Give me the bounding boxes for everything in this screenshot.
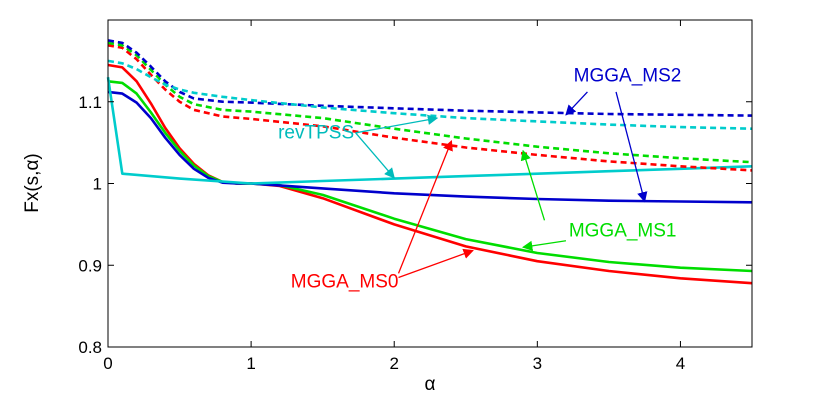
annotation-layer: MGGA_MS2 revTPSS MGGA_MS1 MGGA_MS0 bbox=[278, 65, 681, 292]
x-tick-label: 2 bbox=[389, 354, 398, 373]
annotation-arrow-mgga-ms2 bbox=[615, 91, 648, 203]
annotation-label-revtpss: revTPSS bbox=[278, 123, 354, 144]
annotation-arrow-revtpss bbox=[355, 132, 395, 179]
x-tick-label: 0 bbox=[103, 354, 112, 373]
annotation-arrow-mgga-ms0 bbox=[398, 248, 474, 279]
annotation-arrow-revtpss bbox=[355, 114, 439, 134]
y-tick-label: 1.1 bbox=[78, 93, 102, 112]
y-axis-title: Fx(s,α) bbox=[22, 153, 43, 213]
plot-area bbox=[108, 20, 752, 347]
annotation-arrow-mgga-ms1 bbox=[521, 240, 567, 251]
annotation-label-mgga-ms2: MGGA_MS2 bbox=[574, 65, 682, 86]
annotation-label-mgga-ms0: MGGA_MS0 bbox=[291, 271, 399, 292]
x-tick-label: 3 bbox=[533, 354, 542, 373]
annotation-arrow-mgga-ms2 bbox=[565, 91, 588, 116]
series-line-mgga-ms0-dashed bbox=[107, 44, 753, 172]
annotation-arrow-mgga-ms1 bbox=[520, 149, 546, 221]
annotation-label-mgga-ms1: MGGA_MS1 bbox=[569, 221, 677, 242]
series-line-mgga-ms1-dashed bbox=[107, 41, 753, 164]
series-line-revtpss bbox=[106, 77, 753, 185]
tick-layer: 0 1 2 3 4 0.8 0.9 1 1.1 bbox=[78, 20, 752, 373]
y-tick-label: 0.9 bbox=[78, 256, 102, 275]
x-tick-label: 1 bbox=[246, 354, 255, 373]
x-tick-label: 4 bbox=[676, 354, 685, 373]
y-tick-label: 1 bbox=[93, 175, 102, 194]
series-layer bbox=[106, 39, 753, 285]
x-axis-title: α bbox=[425, 374, 436, 395]
y-tick-label: 0.8 bbox=[78, 338, 102, 357]
annotation-arrow-mgga-ms0 bbox=[397, 140, 453, 274]
series-line-revtpss-dashed bbox=[107, 59, 753, 130]
